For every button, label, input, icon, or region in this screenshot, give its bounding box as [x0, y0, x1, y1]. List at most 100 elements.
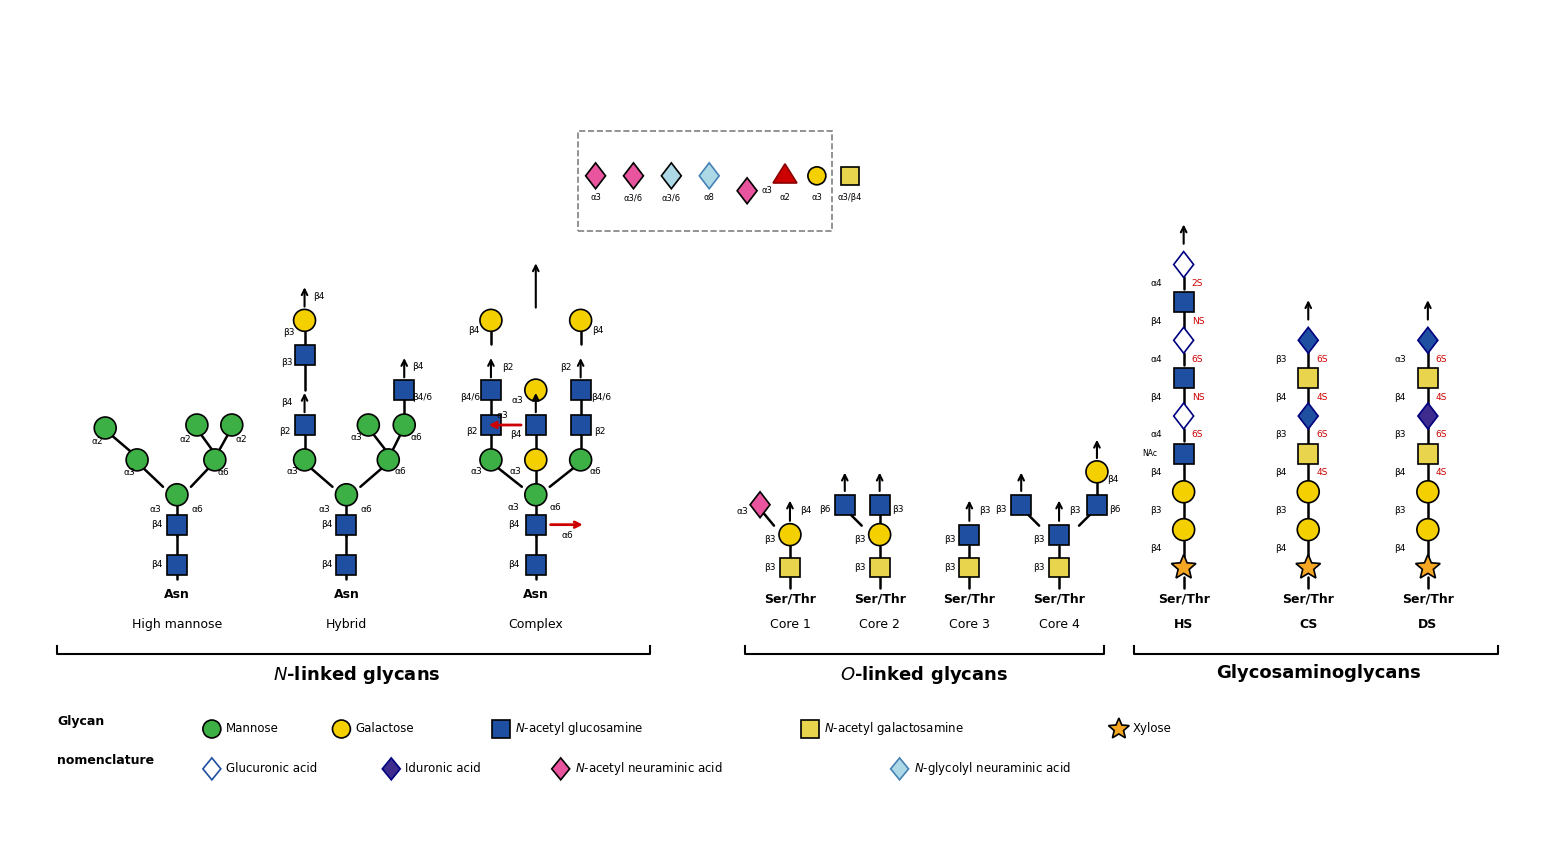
- Text: Glycan: Glycan: [57, 715, 104, 728]
- Text: α3: α3: [123, 468, 135, 478]
- Bar: [570, 415, 590, 435]
- Text: α6: α6: [550, 503, 562, 512]
- Text: α8: α8: [704, 193, 714, 202]
- Text: β4: β4: [1151, 468, 1162, 478]
- Text: Asn: Asn: [523, 588, 548, 601]
- Text: HS: HS: [1174, 617, 1193, 631]
- Text: α3: α3: [1395, 355, 1405, 363]
- Circle shape: [221, 414, 242, 436]
- Polygon shape: [738, 178, 756, 204]
- Circle shape: [480, 449, 502, 471]
- Text: Hybrid: Hybrid: [326, 617, 367, 631]
- Text: $\it{N}$-glycolyl neuraminic acid: $\it{N}$-glycolyl neuraminic acid: [913, 761, 1070, 778]
- Text: Glucuronic acid: Glucuronic acid: [225, 762, 317, 775]
- Text: β3: β3: [764, 563, 776, 572]
- Text: β3: β3: [1033, 535, 1045, 544]
- Text: $\it{N}$-acetyl neuraminic acid: $\it{N}$-acetyl neuraminic acid: [575, 761, 722, 778]
- Bar: [526, 415, 545, 435]
- Circle shape: [203, 720, 221, 738]
- Text: Ser/Thr: Ser/Thr: [1033, 593, 1086, 606]
- Circle shape: [868, 523, 890, 545]
- Circle shape: [480, 309, 502, 331]
- Text: β4: β4: [592, 326, 603, 335]
- Bar: [840, 167, 859, 185]
- Text: α3: α3: [495, 411, 508, 419]
- Circle shape: [570, 449, 592, 471]
- Circle shape: [1416, 518, 1438, 540]
- Text: β2: β2: [466, 428, 478, 436]
- Text: β4: β4: [321, 520, 332, 529]
- Circle shape: [393, 414, 415, 436]
- Text: β3: β3: [281, 357, 292, 367]
- Text: β3: β3: [944, 535, 955, 544]
- Text: β3: β3: [283, 328, 295, 337]
- Text: β3: β3: [1395, 507, 1405, 515]
- Text: β3: β3: [854, 563, 865, 572]
- Circle shape: [166, 484, 188, 506]
- Bar: [1050, 524, 1068, 545]
- Text: β4/6: β4/6: [592, 393, 612, 401]
- Text: β4: β4: [508, 560, 520, 569]
- Polygon shape: [1174, 252, 1194, 278]
- Polygon shape: [1295, 555, 1320, 578]
- Circle shape: [1173, 481, 1194, 503]
- Text: α3: α3: [351, 434, 362, 442]
- Bar: [481, 380, 502, 400]
- Text: α3: α3: [471, 468, 481, 476]
- Text: β4: β4: [321, 560, 332, 569]
- Text: 6S: 6S: [1437, 355, 1447, 363]
- Text: β4: β4: [1395, 393, 1405, 401]
- Circle shape: [570, 309, 592, 331]
- Text: α3: α3: [149, 505, 162, 514]
- Text: β4: β4: [1151, 544, 1162, 553]
- Text: α6: α6: [562, 531, 573, 540]
- Circle shape: [126, 449, 148, 471]
- Bar: [337, 555, 356, 574]
- Text: β4: β4: [469, 326, 480, 335]
- Polygon shape: [1174, 403, 1194, 429]
- Bar: [394, 380, 415, 400]
- Text: β3: β3: [1395, 430, 1405, 440]
- Text: α3/β4: α3/β4: [837, 193, 862, 202]
- Text: β4/6: β4/6: [412, 393, 432, 401]
- Text: β3: β3: [1275, 355, 1286, 363]
- Text: β4: β4: [1275, 544, 1286, 553]
- Circle shape: [203, 449, 225, 471]
- Text: Ser/Thr: Ser/Thr: [943, 593, 995, 606]
- Text: Core 1: Core 1: [770, 617, 811, 631]
- Text: Ser/Thr: Ser/Thr: [1157, 593, 1210, 606]
- Text: β4: β4: [1395, 544, 1405, 553]
- Circle shape: [525, 484, 547, 506]
- Circle shape: [1416, 481, 1438, 503]
- Text: α3: α3: [736, 507, 749, 516]
- Text: α2: α2: [780, 193, 790, 202]
- Text: α3: α3: [590, 193, 601, 202]
- Text: DS: DS: [1418, 617, 1438, 631]
- Text: β2: β2: [502, 363, 514, 372]
- Text: α4: α4: [1151, 430, 1162, 440]
- Circle shape: [335, 484, 357, 506]
- Text: 6S: 6S: [1191, 430, 1204, 440]
- Text: β2: β2: [280, 428, 290, 436]
- Text: α6: α6: [394, 468, 407, 476]
- Bar: [570, 380, 590, 400]
- Circle shape: [357, 414, 379, 436]
- Text: 6S: 6S: [1191, 355, 1204, 363]
- Polygon shape: [585, 163, 606, 189]
- Text: CS: CS: [1298, 617, 1317, 631]
- Polygon shape: [1174, 327, 1194, 353]
- Text: β3: β3: [944, 563, 955, 572]
- Text: 6S: 6S: [1317, 430, 1328, 440]
- Bar: [960, 557, 980, 578]
- Bar: [1174, 444, 1194, 464]
- Text: Complex: Complex: [508, 617, 564, 631]
- Text: Glycosaminoglycans: Glycosaminoglycans: [1216, 664, 1421, 682]
- Bar: [1298, 444, 1318, 464]
- Polygon shape: [750, 492, 770, 518]
- Text: 4S: 4S: [1317, 393, 1328, 401]
- Text: β4: β4: [151, 520, 163, 529]
- Text: α3: α3: [318, 505, 331, 514]
- Polygon shape: [203, 758, 221, 780]
- Polygon shape: [623, 163, 643, 189]
- Text: $\it{N}$-acetyl galactosamine: $\it{N}$-acetyl galactosamine: [823, 721, 964, 738]
